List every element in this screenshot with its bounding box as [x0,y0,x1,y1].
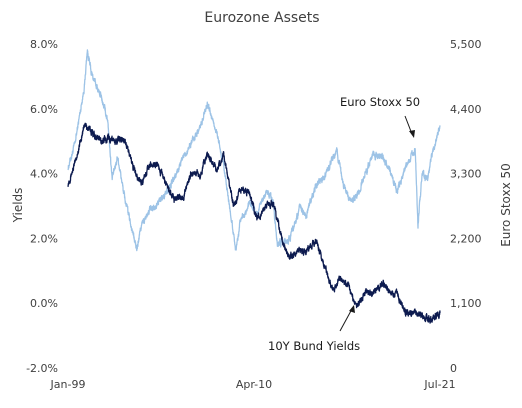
left-tick-label: 2.0% [30,232,58,245]
x-tick-label: Jan-99 [50,378,86,391]
10y-bund-yields-line [67,122,441,324]
stoxx-arrow-head [409,130,415,138]
x-tick-label: Apr-10 [236,378,272,391]
left-tick-label: 4.0% [30,168,58,181]
stoxx-annotation: Euro Stoxx 50 [340,95,420,109]
x-axis: Jan-99 Apr-10 Jul-21 [50,378,456,391]
left-axis-title: Yields [11,188,25,224]
bund-annotation: 10Y Bund Yields [268,339,360,353]
euro-stoxx-50-line [67,49,441,252]
series-layer [67,49,441,324]
bund-arrow-head [349,305,355,313]
right-tick-label: 3,300 [450,168,482,181]
left-tick-label: 8.0% [30,38,58,51]
right-tick-label: 2,200 [450,232,482,245]
left-tick-label: 6.0% [30,103,58,116]
right-tick-label: 0 [450,362,457,375]
right-axis: 5,500 4,400 3,300 2,200 1,100 0 [450,38,482,375]
right-axis-title: Euro Stoxx 50 [499,163,513,247]
right-tick-label: 1,100 [450,297,482,310]
left-tick-label: 0.0% [30,297,58,310]
x-tick-label: Jul-21 [423,378,455,391]
left-tick-label: -2.0% [26,362,58,375]
left-axis: 8.0% 6.0% 4.0% 2.0% 0.0% -2.0% [26,38,58,375]
right-tick-label: 5,500 [450,38,482,51]
bund-arrow-line [339,308,353,332]
chart-title: Eurozone Assets [204,10,319,26]
right-tick-label: 4,400 [450,103,482,116]
